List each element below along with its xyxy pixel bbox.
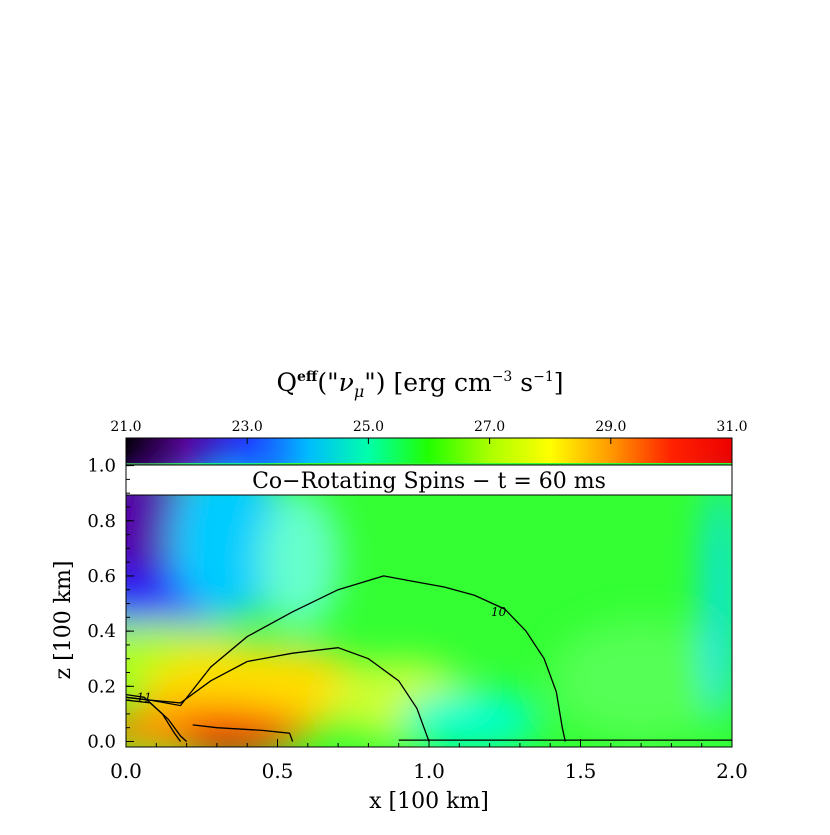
colorbar [126,438,732,463]
x-tick-label: 1.5 [565,759,597,783]
y-tick-label: 0.4 [87,621,116,642]
contour-lines: 10 11 [126,575,732,742]
title-units-a: [erg cm [394,368,492,397]
heatmap-field [126,460,732,747]
title-mu: μ [354,382,364,401]
x-tick-label: 2.0 [716,759,748,783]
panel-label-box [125,464,733,496]
colorbar-tick-label: 29.0 [595,419,626,435]
colorbar-ticks: 21.0 23.0 25.0 27.0 29.0 31.0 [110,419,748,444]
x-axis-label: x [100 km] [369,789,489,814]
y-axis: 0.0 0.2 0.4 0.6 0.8 1.0 [87,451,134,752]
contour-label: 10 [491,605,507,619]
title-units-exp1: −3 [492,369,513,385]
title-nu: ν [339,368,354,397]
colorbar-tick-label: 27.0 [474,419,505,435]
colorbar-tick-label: 25.0 [353,419,384,435]
y-tick-label: 0.8 [87,511,116,532]
y-axis-label: z [100 km] [51,561,76,680]
title-units-exp2: −1 [533,369,554,385]
x-axis: 0.0 0.5 1.0 1.5 2.0 [110,739,748,783]
colorbar-tick-label: 23.0 [232,419,263,435]
contour-line [126,575,566,742]
contour-line [126,647,430,742]
x-tick-label: 1.0 [413,759,445,783]
y-tick-label: 0.2 [87,676,116,697]
colorbar-tick-label: 21.0 [110,419,141,435]
title-open: (" [317,368,338,397]
title-units-c: ] [554,368,564,397]
x-tick-label: 0.0 [110,759,142,783]
title-sup: eff [297,369,319,385]
y-tick-label: 1.0 [87,456,116,477]
contour-line [192,724,294,742]
y-tick-label: 0.6 [87,566,116,587]
contour-line [126,699,188,742]
title-units-b: s [512,368,533,397]
panel-label: Co−Rotating Spins − t = 60 ms [252,469,606,494]
x-tick-label: 0.5 [262,759,294,783]
chart-title: Qeff("νμ") [erg cm−3 s−1] [276,368,563,401]
colorbar-tick-label: 31.0 [716,419,747,435]
title-q: Q [276,368,297,397]
contour-label: 11 [137,690,152,704]
y-tick-label: 0.0 [87,731,116,752]
title-close: ") [364,368,385,397]
